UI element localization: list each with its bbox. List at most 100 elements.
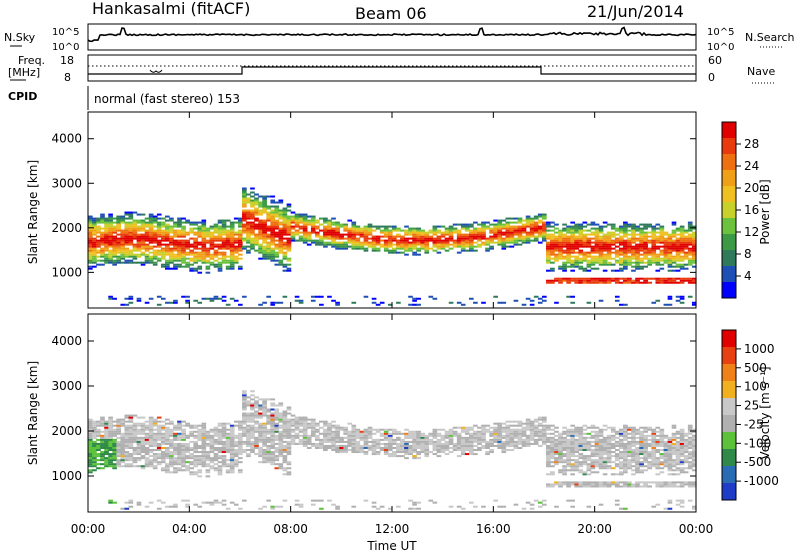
velocity-cell [262,453,267,456]
velocity-cell [331,436,336,439]
velocity-cell [558,469,563,472]
velocity-cell [610,473,616,476]
power-cell [213,255,219,258]
power-cell [250,231,255,234]
velocity-cell [383,436,389,439]
power-cell [310,217,316,220]
velocity-cell [217,428,223,431]
power-cell [574,243,580,246]
power-cell [136,233,142,236]
power-cell [412,253,417,256]
velocity-cell [582,438,588,441]
power-cell [420,243,426,246]
velocity-cell [104,428,109,431]
velocity-cell [517,440,523,443]
power-cell [667,247,673,250]
velocity-cell [408,434,413,437]
power-cell [132,221,138,224]
velocity-cell [156,436,162,439]
power-cell [319,237,324,240]
velocity-cell [270,436,276,439]
velocity-cell [359,430,365,433]
power-cell [290,215,296,218]
velocity-cell [473,430,478,433]
velocity-cell [92,444,97,447]
power-cell [452,243,458,246]
velocity-cell [477,438,482,441]
velocity-cell [250,449,255,452]
velocity-cell [558,446,563,449]
velocity-cell [217,501,223,504]
velocity-cell [120,451,126,454]
power-cell [327,235,332,238]
power-cell [558,235,563,238]
power-cell [92,223,97,226]
velocity-cell [205,463,211,466]
velocity-cell [270,424,276,427]
power-cell [351,229,357,232]
power-cell [233,261,239,264]
power-cell [687,259,693,262]
velocity-cell [254,416,259,419]
velocity-cell [100,446,105,449]
velocity-cell [233,440,239,443]
power-cell [663,257,669,260]
velocity-cell [408,446,413,449]
velocity-cell [104,463,109,466]
power-cell [655,263,661,266]
velocity-cell [217,434,223,437]
power-cell [683,231,689,234]
velocity-cell [375,451,381,454]
power-cell [550,267,555,270]
power-cell [521,227,527,230]
power-cell [639,257,644,260]
power-cell [100,251,105,254]
power-cell [229,233,235,236]
power-cell [574,261,580,264]
velocity-cell [456,449,462,452]
velocity-cell [104,444,109,447]
velocity-cell [290,438,296,441]
power-cell [671,223,677,226]
power-cell [152,219,158,222]
velocity-cell [493,499,498,502]
velocity-cell [610,483,616,486]
velocity-cell [631,444,636,447]
velocity-cell [112,420,117,423]
velocity-cell [460,449,466,452]
power-cell [513,231,519,234]
velocity-cell [92,430,97,433]
power-cell [302,237,308,240]
power-cell [691,277,697,280]
power-cell [606,247,612,250]
power-cell [189,227,194,230]
power-cell [675,253,681,256]
power-cell [464,245,470,248]
power-cell [501,231,507,234]
velocity-cell [586,485,592,488]
velocity-cell [112,465,117,468]
velocity-cell [270,404,276,407]
power-cell [558,231,563,234]
power-cell [282,245,288,248]
velocity-cell [347,422,353,425]
power-cell [120,245,126,248]
velocity-cell [205,457,211,460]
velocity-cell [160,434,166,437]
power-cell [647,225,653,228]
velocity-cell [529,426,535,429]
velocity-cell [432,430,438,433]
power-cell [347,231,353,234]
power-cell [286,227,292,230]
velocity-cell [493,438,498,441]
velocity-cell [274,455,280,458]
power-cell [173,267,178,270]
power-cell [286,269,292,272]
velocity-cell [144,505,150,508]
power-cell [148,261,154,264]
velocity-cell [209,444,215,447]
velocity-cell [286,446,292,449]
velocity-cell [209,436,215,439]
power-cell [574,229,580,232]
power-cell [440,239,446,242]
